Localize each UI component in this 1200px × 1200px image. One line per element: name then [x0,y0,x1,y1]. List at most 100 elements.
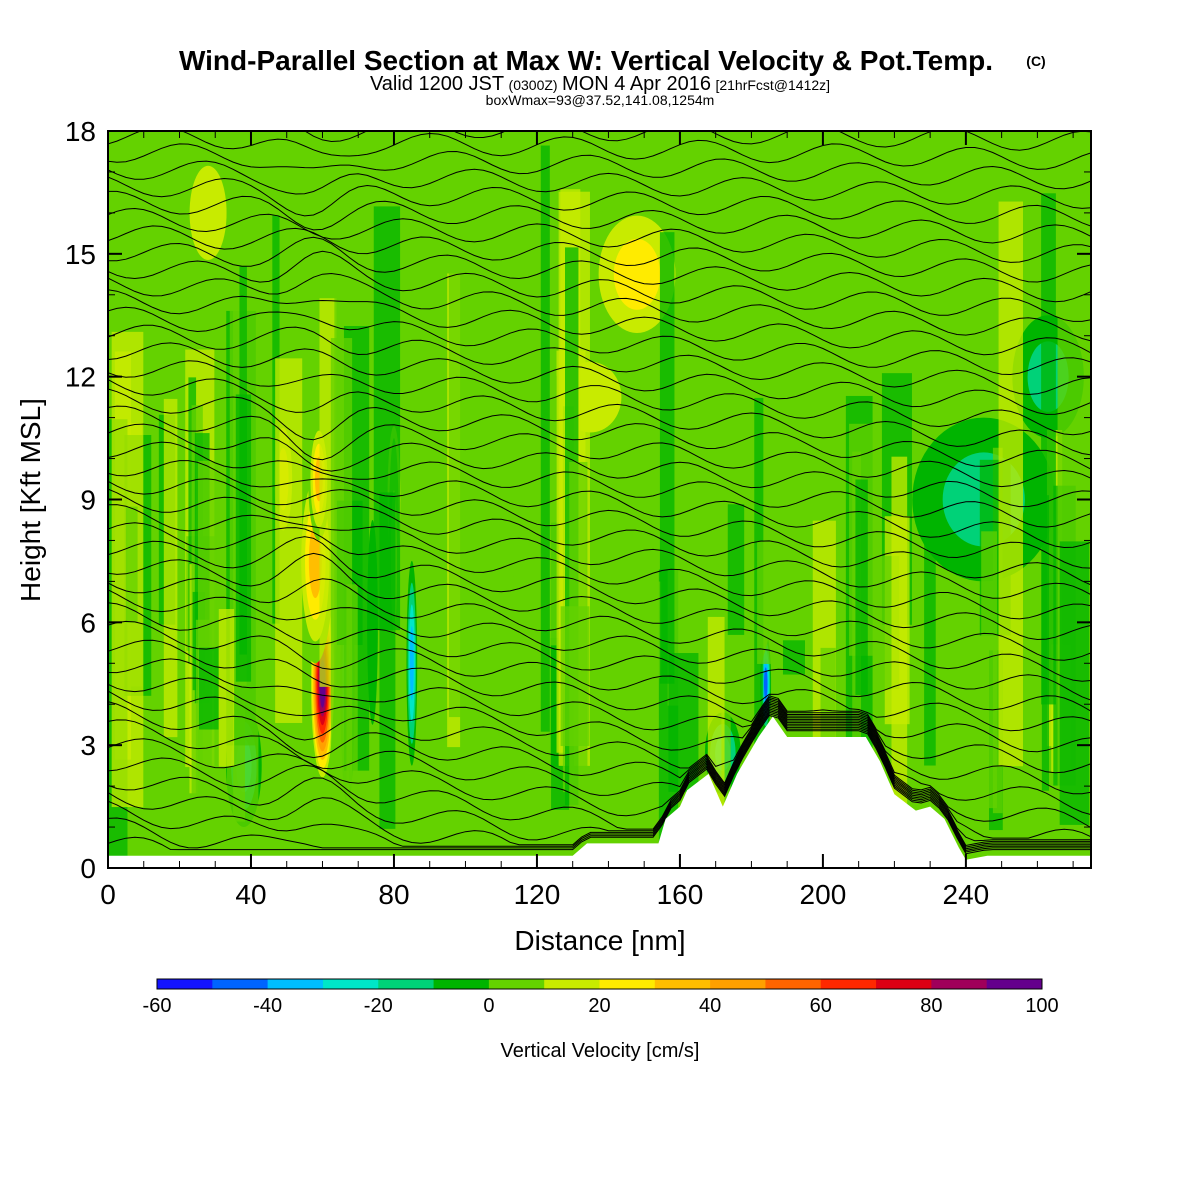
isentrope-line [108,190,1091,244]
isentrope-line [108,714,1091,855]
isentrope-line [108,289,1091,356]
colorbar-swatch [986,979,1043,989]
velocity-streak [1059,541,1090,825]
isentrope-line [108,711,1091,851]
isentrope-line [108,701,1091,829]
colorbar-tick-label: 100 [1025,995,1058,1017]
isentrope-line [108,306,1091,376]
isentrope-line [108,706,1091,847]
isentrope-line [108,143,1091,190]
isentrope-line [108,160,1091,209]
x-tick-label: 0 [100,879,116,910]
velocity-streak [218,609,235,767]
velocity-contour [764,667,768,701]
velocity-streak [981,531,997,809]
isentrope-line [108,324,1091,396]
colorbar-swatch [378,979,435,989]
isentrope-line [108,658,1091,774]
colorbar-tick-label: -40 [253,995,282,1017]
isentrope-line [108,690,1091,816]
plot-area [108,131,1091,868]
isentrope-line [108,589,1091,701]
x-tick-label: 40 [235,879,266,910]
y-axis: 0 3 6 9 12 15 18 [65,116,1091,884]
colorbar-swatch [654,979,711,989]
y-tick-label: 0 [80,853,96,884]
velocity-streak [891,456,908,807]
velocity-streak [593,514,603,749]
isentrope-line [108,423,1091,508]
x-tick-label: 240 [943,879,990,910]
valid-utc: (0300Z) [509,77,558,93]
terrain [108,716,1091,868]
isentrope-line [108,488,1091,586]
isentrope-line [108,378,1091,456]
isentrope-line [108,522,1091,620]
velocity-contour [189,165,227,260]
chart-title: Wind-Parallel Section at Max W: Vertical… [179,45,993,76]
colorbar-tick-label: 40 [699,995,721,1017]
x-axis: 0 40 80 120 160 200 240 [100,131,1074,910]
isentrope-line [108,225,1091,283]
colorbar-swatch [710,979,766,989]
colorbar-tick-label: -60 [143,995,172,1017]
velocity-contour [409,626,414,701]
colorbar-tick-label: 80 [920,995,942,1017]
colorbar-swatch [433,979,490,989]
velocity-streak [569,461,588,832]
y-tick-label: 15 [65,239,96,270]
isentrope-line [108,708,1091,848]
isentrope-line [108,478,1091,569]
colorbar-tick-label: 60 [810,995,832,1017]
isentrope-line [108,713,1091,853]
isentrope-line [108,460,1091,549]
valid-prefix: Valid 1200 JST [370,73,504,95]
velocity-streak [275,358,303,723]
isentrope-line [108,620,1091,732]
x-axis-title: Distance [nm] [514,925,685,956]
colorbar-swatch [488,979,545,989]
velocity-streak [659,232,675,684]
isentrope-line [108,388,1091,470]
y-axis-title: Height [Kft MSL] [15,398,46,602]
isentrope-line [108,131,1091,170]
isentrope-line [108,602,1091,712]
velocity-streak [924,480,936,766]
colorbar-swatch [157,979,213,989]
isentrope-line [108,342,1091,415]
isentrope-line [108,710,1091,850]
valid-time-line: Valid 1200 JST (0300Z) MON 4 Apr 2016 [2… [370,73,830,95]
copyright-mark: (C) [1026,53,1045,69]
velocity-streak [1041,495,1050,791]
isentrope-line [108,360,1091,436]
velocity-stripe-layer [108,145,1090,868]
velocity-streak [773,556,785,739]
isentrope-line [108,536,1091,641]
isentrope-line [108,677,1091,795]
y-tick-label: 12 [65,362,96,393]
isentrope-line [108,703,1091,839]
colorbar-swatch [765,979,822,989]
x-tick-label: 120 [514,879,561,910]
y-tick-label: 3 [80,730,96,761]
velocity-contour [613,238,661,310]
colorbar-swatch [544,979,600,989]
isentrope-line [108,176,1091,227]
velocity-streak [645,581,662,679]
colorbar-frame [156,978,1043,990]
valid-date: MON 4 Apr 2016 [562,73,711,95]
colorbar-swatch [820,979,877,989]
velocity-streak [700,259,718,708]
isentrope-line [108,504,1091,599]
velocity-streak [163,398,178,738]
x-tick-label: 160 [657,879,704,910]
colorbar-tick-label: 0 [483,995,494,1017]
isentrope-line [108,272,1091,342]
colorbar-swatch [212,979,269,989]
velocity-streak [125,506,138,623]
y-tick-label: 18 [65,116,96,147]
colorbar-swatch [931,979,988,989]
isentrope-line [108,250,1091,322]
isentrope-line [108,441,1091,528]
isentrope-line [108,552,1091,661]
